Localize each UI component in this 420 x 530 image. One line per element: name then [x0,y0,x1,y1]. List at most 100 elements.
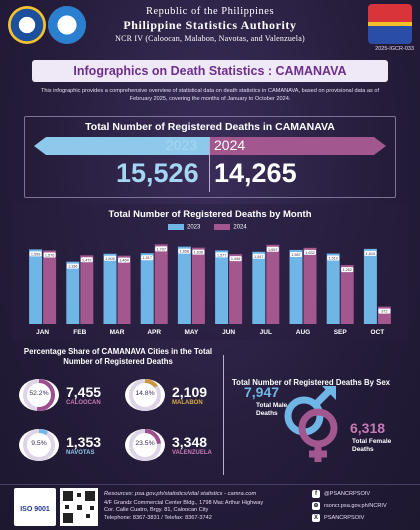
data-label-feb-2024: 1,472 [82,258,92,262]
gender-symbols-icon [284,386,338,462]
totals-divider [209,138,210,192]
data-label-aug-2023: 1,587 [291,253,301,257]
footer [0,484,420,530]
page-title-bar: Infographics on Death Statistics : CAMAN… [32,60,388,82]
bar-sep-2023 [326,253,340,324]
city-navotas: 9.5% 1,353 NAVOTAS [18,428,101,462]
facebook-link[interactable]: f @PSANCRPSOIV [312,490,387,498]
city-malabon: 14.8% 2,109 MALABON [124,378,207,412]
office-address: 4/F Grandz Commercial Center Bldg., 1798… [104,500,264,521]
data-label-apr-2024: 1,707 [156,247,166,251]
x-tick-feb: FEB [73,329,86,336]
x-link[interactable]: X PSANCRPSOIV [312,514,365,522]
city-donut-navotas: 9.5% [18,428,60,462]
bar-jul-2023 [252,251,266,324]
data-label-jul-2023: 1,547 [254,255,264,259]
totals-value-2023: 15,526 [116,158,199,188]
x-tick-jun: JUN [222,329,235,336]
data-label-apr-2023: 1,517 [142,256,152,260]
data-label-may-2023: 1,658 [180,250,190,254]
data-label-jul-2024: 1,697 [268,248,278,252]
bar-jun-2024 [229,254,243,324]
bar-apr-2024 [154,244,168,324]
data-label-jan-2024: 1,576 [45,253,55,257]
x-tick-sep: SEP [334,329,348,336]
bar-oct-2023 [363,248,377,324]
header-republic: Republic of the Philippines [145,6,275,17]
header: Republic of the Philippines Philippine S… [0,0,420,52]
x-tick-oct: OCT [371,329,385,336]
data-label-mar-2023: 1,505 [105,257,115,261]
bar-mar-2023 [103,253,117,324]
city-name-caloocan: CALOOCAN [66,400,101,406]
city-name-valenzuela: VALENZUELA [172,450,212,456]
website-link[interactable]: ⊕ rsoncr.psa.gov.ph/NCRIV [312,502,387,510]
bar-feb-2023 [66,261,80,324]
city-valenzuela: 23.5% 3,348 VALENZUELA [124,428,212,462]
female-deaths-value: 6,318 [350,420,386,436]
data-label-sep-2024: 1,262 [342,268,352,272]
x-tick-jan: JAN [36,329,49,336]
social-links: f @PSANCRPSOIV ⊕ rsoncr.psa.gov.ph/NCRIV X… [312,490,387,526]
bar-jan-2024 [43,250,57,324]
x-icon: X [312,514,320,522]
legend-2024: 2024 [214,224,247,231]
city-name-navotas: NAVOTAS [66,450,95,456]
totals-panel [24,116,396,198]
page-title: Infographics on Death Statistics : CAMAN… [73,64,347,78]
city-value-navotas: 1,353 [66,434,102,450]
bar-sep-2024 [340,265,354,324]
data-label-may-2024: 1,636 [194,251,204,255]
globe-icon: ⊕ [312,502,320,510]
city-name-malabon: MALABON [172,400,203,406]
city-pct-navotas: 9.5% [31,440,47,447]
city-value-caloocan: 7,455 [66,384,102,400]
data-label-mar-2024: 1,464 [119,259,129,263]
x-tick-mar: MAR [110,329,125,336]
x-tick-may: MAY [184,329,199,336]
x-tick-jul: JUL [260,329,272,336]
intro-text: This infographic provides a comprehensiv… [40,88,380,102]
legend-2023: 2023 [168,224,200,231]
bar-mar-2024 [117,255,131,324]
totals-year-2024: 2024 [214,137,246,153]
iso-certification-badge [14,488,56,526]
data-label-oct-2023: 1,610 [366,252,376,256]
section-divider [223,355,224,475]
resources-link[interactable]: Resources: psa.gov.ph/statistics/vital s… [104,491,257,497]
city-donut-malabon: 14.8% [124,378,166,412]
city-donut-caloocan: 52.2% [18,378,60,412]
header-agency: Philippine Statistics Authority [123,18,297,32]
census-logo-icon [368,4,412,44]
header-region: NCR IV (Caloocan, Malabon, Navotas, and … [115,34,305,43]
bagong-pilipinas-logo-icon [48,6,86,44]
document-code: 2025-IGCR-033 [375,46,414,52]
male-deaths-label: Total Male Deaths [256,402,288,418]
city-donut-valenzuela: 23.5% [124,428,166,462]
male-deaths-value: 7,947 [244,384,280,400]
sex-title: Total Number of Registered Deaths By Sex [232,378,390,387]
qr-code-icon[interactable] [60,488,98,526]
chart-legend: 2023 2024 [168,224,247,231]
city-pct-malabon: 14.8% [135,390,155,397]
bar-jul-2024 [266,244,280,324]
bar-aug-2024 [303,247,317,324]
bar-may-2024 [191,247,205,324]
city-pct-caloocan: 52.2% [29,390,49,397]
city-value-valenzuela: 3,348 [172,434,208,450]
female-deaths-label: Total Female Deaths [352,438,392,454]
iso-label: ISO 9001 [20,506,50,513]
data-label-jun-2023: 1,577 [217,253,227,257]
data-label-aug-2024: 1,632 [305,251,315,255]
bar-jun-2023 [215,250,229,324]
bar-jan-2023 [29,249,43,324]
city-share-title: Percentage Share of CAMANAVA Cities in t… [23,347,213,367]
bar-aug-2023 [289,249,303,324]
totals-arrow-banner [34,137,386,155]
city-caloocan: 52.2% 7,455 CALOOCAN [18,378,101,412]
bar-apr-2023 [140,253,154,324]
bar-may-2023 [177,246,191,324]
data-label-jun-2024: 1,496 [231,257,241,261]
psa-seal-icon [8,6,46,44]
totals-title: Total Number of Registered Deaths in CAM… [85,121,335,133]
